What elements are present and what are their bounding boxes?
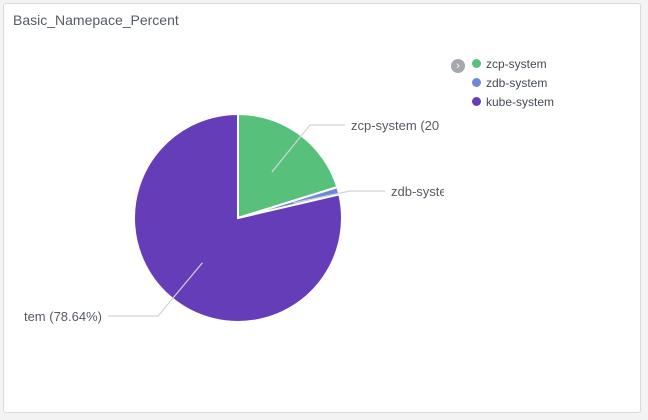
slice-label-zcp-system: zcp-system (20 (351, 118, 439, 133)
legend-label: zcp-system (486, 56, 547, 71)
legend-toggle-icon[interactable]: › (451, 59, 465, 73)
label-leader-line (108, 262, 203, 317)
legend-item-zdb-system[interactable]: zdb-system (472, 73, 554, 92)
legend-dot (472, 97, 481, 106)
panel-title: Basic_Namepace_Percent (13, 12, 179, 28)
pie-chart: zcp-system (20 zdb-system (1. stem (78.64%… (17, 112, 444, 324)
label-leader-line (293, 190, 385, 204)
legend-item-zcp-system[interactable]: zcp-system (472, 54, 554, 73)
slice-label-zdb-system: zdb-system (1. (391, 184, 444, 199)
label-leader-line (271, 124, 345, 173)
legend-label: kube-system (486, 94, 555, 109)
legend-list: zcp-system zdb-system kube-system (472, 54, 554, 111)
chart-panel: Basic_Namepace_Percent zcp-system (20 zdb… (3, 3, 641, 413)
pie-slice-zcp-system[interactable] (237, 112, 339, 220)
pie-slice-kube-system[interactable] (133, 112, 343, 323)
legend-dot (472, 59, 481, 68)
legend-label: zdb-system (486, 75, 548, 90)
slice-label-kube-system: stem (78.64%) (17, 309, 102, 324)
legend-item-kube-system[interactable]: kube-system (472, 92, 554, 111)
legend-dot (472, 78, 481, 87)
